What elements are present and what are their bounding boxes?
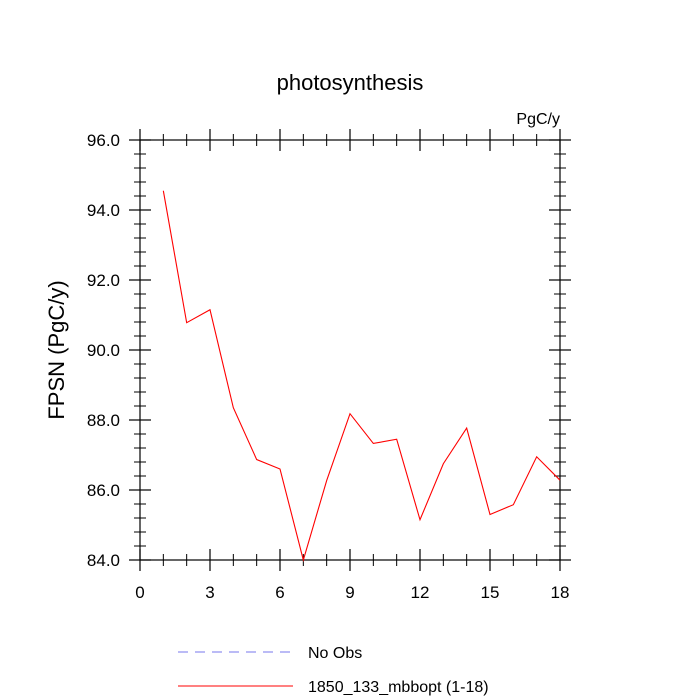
x-tick-label: 6: [275, 583, 284, 602]
x-tick-label: 9: [345, 583, 354, 602]
chart-title: photosynthesis: [277, 70, 424, 95]
y-tick-label: 96.0: [87, 131, 120, 150]
major-ticks: [129, 129, 571, 571]
y-tick-label: 84.0: [87, 551, 120, 570]
x-tick-label: 3: [205, 583, 214, 602]
y-tick-labels: 84.0 86.0 88.0 90.0 92.0 94.0 96.0: [87, 131, 120, 570]
y-tick-label: 92.0: [87, 271, 120, 290]
plot-frame: [139, 139, 561, 561]
legend: No Obs 1850_133_mbbopt (1-18): [178, 645, 489, 696]
minor-ticks: [134, 134, 566, 566]
x-tick-label: 0: [135, 583, 144, 602]
y-tick-label: 86.0: [87, 481, 120, 500]
y-tick-label: 88.0: [87, 411, 120, 430]
x-tick-label: 15: [481, 583, 500, 602]
legend-label-model: 1850_133_mbbopt (1-18): [308, 679, 489, 696]
units-label: PgC/y: [516, 111, 560, 128]
y-tick-label: 90.0: [87, 341, 120, 360]
y-axis-label: FPSN (PgC/y): [44, 280, 69, 419]
series-layer: [162, 190, 561, 563]
y-tick-label: 94.0: [87, 201, 120, 220]
x-tick-label: 18: [551, 583, 570, 602]
x-tick-labels: 0 3 6 9 12 15 18: [135, 583, 569, 602]
series-line: [162, 190, 561, 563]
legend-label-no-obs: No Obs: [308, 645, 362, 662]
x-tick-label: 12: [411, 583, 430, 602]
